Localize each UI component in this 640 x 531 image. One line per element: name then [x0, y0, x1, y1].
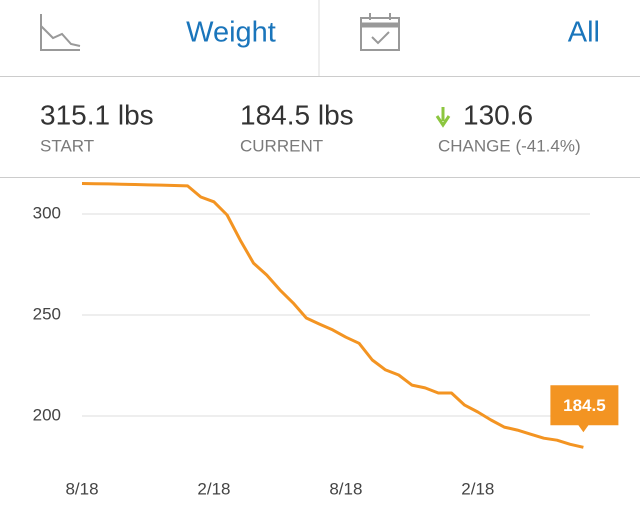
current-value: 184.5 lbs — [240, 99, 354, 130]
x-tick-label: 8/18 — [329, 479, 362, 498]
range-button[interactable]: All — [568, 17, 600, 49]
y-tick-label: 200 — [33, 405, 61, 424]
start-label: START — [40, 136, 94, 155]
start-value: 315.1 lbs — [40, 99, 154, 130]
calendar-icon[interactable] — [360, 13, 400, 51]
weight-chart: 200 250 300 8/18 2/18 8/18 2/18 184.5 — [33, 182, 619, 498]
y-tick-label: 250 — [33, 304, 61, 323]
callout-value: 184.5 — [563, 396, 606, 415]
x-tick-label: 8/18 — [65, 479, 98, 498]
metric-title[interactable]: Weight — [186, 17, 276, 49]
x-tick-label: 2/18 — [461, 479, 494, 498]
x-tick-label: 2/18 — [197, 479, 230, 498]
current-callout: 184.5 — [550, 385, 619, 433]
change-label: CHANGE (-41.4%) — [438, 136, 581, 155]
weight-line — [81, 182, 584, 449]
icon-check — [371, 31, 390, 45]
icon-wave — [40, 25, 81, 47]
down-arrow — [435, 107, 451, 128]
chart-icon[interactable] — [40, 14, 81, 51]
callout-box — [550, 385, 619, 433]
y-tick-label: 300 — [33, 203, 61, 222]
change-value: 130.6 — [463, 99, 533, 130]
icon-frame — [360, 17, 400, 51]
current-label: CURRENT — [240, 136, 323, 155]
